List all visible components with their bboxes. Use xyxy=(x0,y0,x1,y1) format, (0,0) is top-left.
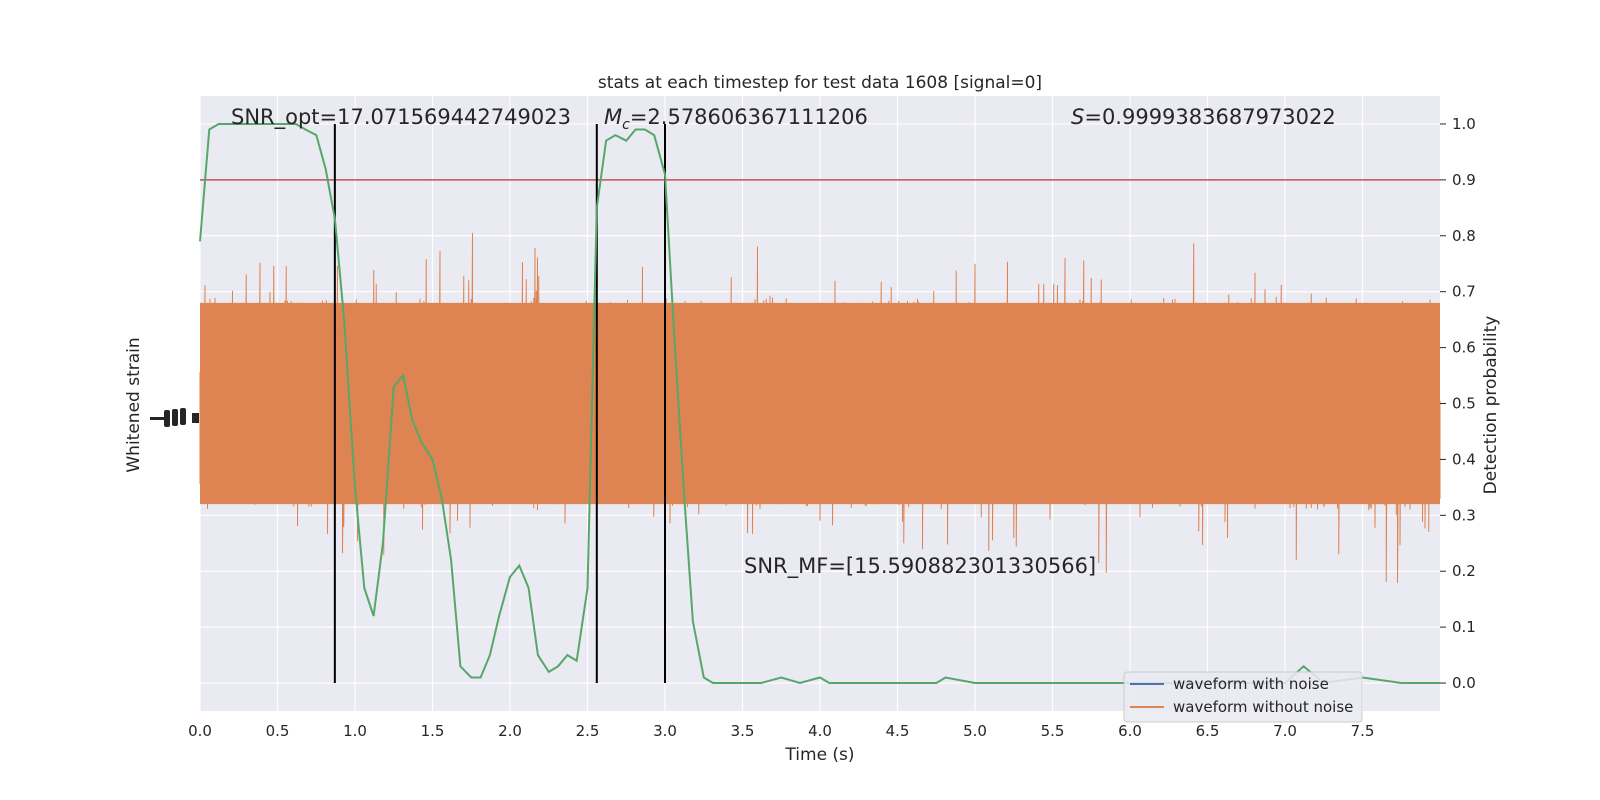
x-axis-label: Time (s) xyxy=(784,745,854,765)
legend-box xyxy=(1123,671,1363,723)
detection-probability-series xyxy=(199,123,1440,685)
x-axis-ticks: 0.0 0.5 1.0 1.5 2.0 2.5 3.0 3.5 4.0 4.5 5.0 5.5 6.0 6… xyxy=(188,722,1374,740)
y-tick-label: 0.9 xyxy=(1452,171,1476,189)
x-tick-label: 1.5 xyxy=(421,722,445,740)
x-tick-label: 5.0 xyxy=(963,722,987,740)
left-tick-glyph xyxy=(164,410,170,427)
right-axis-label: Detection probability xyxy=(1481,316,1501,495)
x-tick-label: 4.5 xyxy=(886,722,910,740)
x-tick-label: 5.5 xyxy=(1041,722,1065,740)
legend: waveform with noise waveform without noi… xyxy=(1123,671,1363,723)
left-axis-ticks xyxy=(150,408,199,427)
y-tick-label: 1.0 xyxy=(1452,115,1476,133)
x-tick-label: 1.0 xyxy=(343,722,367,740)
left-tick-glyph xyxy=(172,409,178,426)
y-tick-label: 0.1 xyxy=(1452,618,1476,636)
y-tick-label: 0.0 xyxy=(1452,674,1476,692)
snr-opt-annotation: SNR_opt=17.071569442749023 xyxy=(231,105,571,130)
x-tick-label: 6.0 xyxy=(1118,722,1142,740)
snr-mf-annotation: SNR_MF=[15.590882301330566] xyxy=(744,554,1096,579)
right-axis-ticks: 0.0 0.1 0.2 0.3 0.4 0.5 0.6 0.7 0.8 0.9 1.0 xyxy=(1440,115,1476,692)
left-tick-glyph xyxy=(150,417,170,420)
y-tick-label: 0.8 xyxy=(1452,227,1476,245)
s-value: =0.9999383687973022 xyxy=(1084,105,1335,129)
waveform-without-noise-series xyxy=(199,232,1441,584)
x-tick-label: 0.0 xyxy=(188,722,212,740)
x-tick-label: 2.5 xyxy=(576,722,600,740)
chirp-mass-value: =2.578606367111206 xyxy=(630,105,868,129)
y-tick-label: 0.4 xyxy=(1452,450,1476,468)
left-axis-label: Whitened strain xyxy=(124,337,144,472)
chirp-mass-symbol: M xyxy=(604,105,622,129)
legend-label-with-noise: waveform with noise xyxy=(1173,675,1329,693)
x-tick-label: 2.0 xyxy=(498,722,522,740)
chart-title: stats at each timestep for test data 160… xyxy=(598,73,1042,93)
x-tick-label: 6.5 xyxy=(1196,722,1220,740)
chirp-mass-subscript: c xyxy=(622,117,630,133)
x-tick-label: 3.0 xyxy=(653,722,677,740)
waveform-trace xyxy=(199,232,1441,584)
x-tick-label: 4.0 xyxy=(808,722,832,740)
s-annotation: S=0.9999383687973022 xyxy=(1071,105,1336,129)
x-tick-label: 3.5 xyxy=(731,722,755,740)
y-tick-label: 0.6 xyxy=(1452,339,1476,357)
y-tick-label: 0.2 xyxy=(1452,562,1476,580)
x-tick-label: 7.5 xyxy=(1351,722,1375,740)
y-tick-label: 0.3 xyxy=(1452,506,1476,524)
s-symbol: S xyxy=(1071,105,1084,129)
left-tick-glyph xyxy=(180,408,186,425)
y-tick-label: 0.7 xyxy=(1452,283,1476,301)
chirp-mass-annotation: Mc=2.578606367111206 xyxy=(604,105,868,133)
x-tick-label: 0.5 xyxy=(266,722,290,740)
x-tick-label: 7.0 xyxy=(1273,722,1297,740)
left-tick-glyph xyxy=(192,413,199,423)
y-tick-label: 0.5 xyxy=(1452,395,1476,413)
legend-label-without-noise: waveform without noise xyxy=(1173,698,1353,716)
